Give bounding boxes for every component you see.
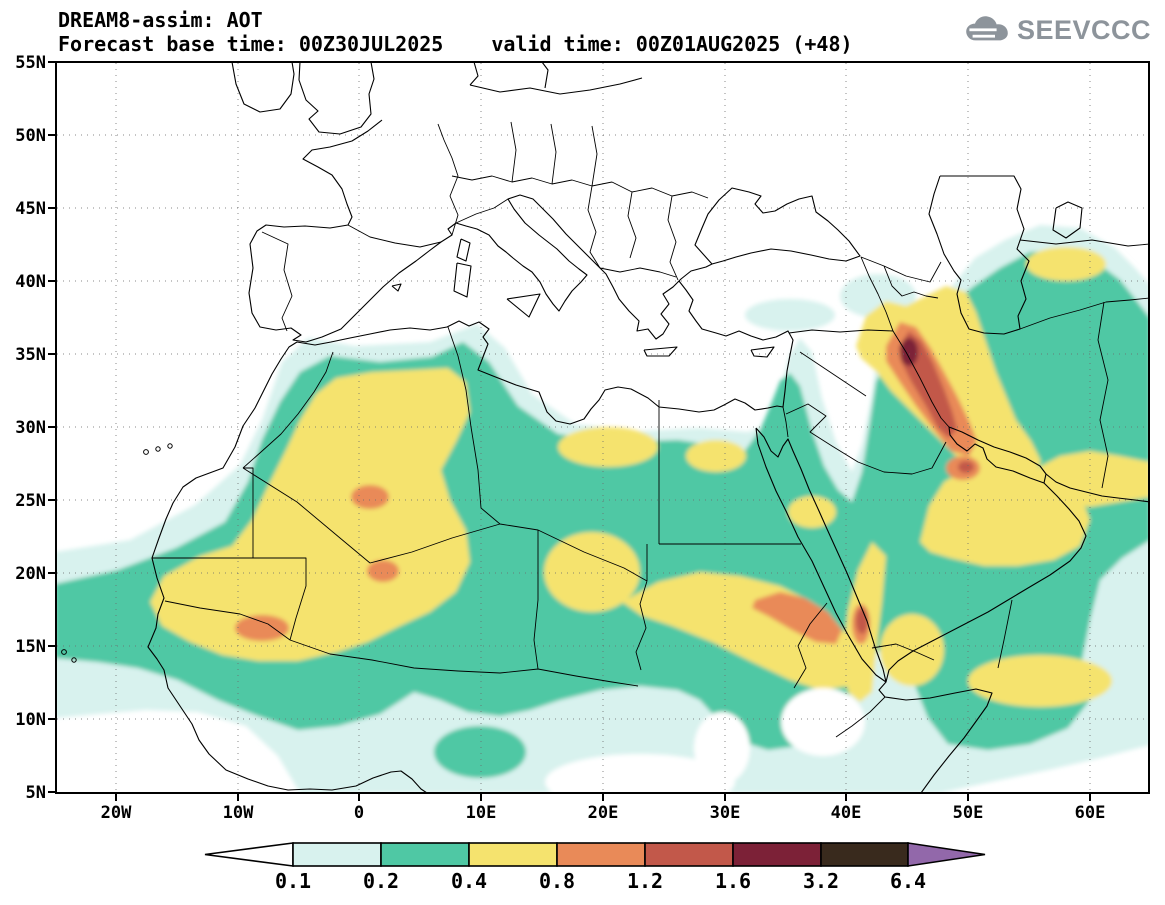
lon-tick-marks bbox=[115, 793, 1091, 801]
lat-label: 40N bbox=[15, 272, 46, 292]
colorbar-label: 0.1 bbox=[275, 869, 311, 893]
colorbar-label: 6.4 bbox=[890, 869, 926, 893]
aot-band-12-16-saudi bbox=[958, 461, 974, 473]
lat-label: 25N bbox=[15, 491, 46, 511]
colorbar-seg-04-08 bbox=[468, 842, 558, 867]
aot-band-01-02-turkey bbox=[745, 299, 835, 331]
valid-time-label: valid time: 00Z01AUG2025 (+48) bbox=[491, 32, 853, 56]
lat-label: 20N bbox=[15, 564, 46, 584]
colorbar-arrow-below bbox=[204, 842, 294, 867]
coastlines bbox=[147, 62, 1149, 793]
aot-band-04-08-sudan-coast bbox=[788, 496, 836, 528]
lat-label: 55N bbox=[15, 53, 46, 73]
aot-band-04-08-chad bbox=[544, 532, 640, 612]
small-islands bbox=[61, 443, 173, 663]
colorbar-label: 3.2 bbox=[803, 869, 839, 893]
lat-label: 5N bbox=[26, 783, 46, 803]
lon-label: 10W bbox=[223, 803, 254, 823]
islands bbox=[391, 238, 775, 358]
colorbar-label: 0.4 bbox=[451, 869, 487, 893]
logo-text: SEEVCCC bbox=[1016, 14, 1151, 45]
cloud-icon bbox=[966, 16, 1008, 41]
colorbar-seg-16-32 bbox=[732, 842, 822, 867]
aot-band-02-04-guinea bbox=[434, 726, 526, 778]
aot-clear-ethiopia bbox=[781, 688, 865, 756]
lat-tick-marks bbox=[48, 61, 56, 793]
lon-label: 60E bbox=[1075, 803, 1106, 823]
aot-band-08-12-mali bbox=[235, 615, 289, 641]
borders-africa bbox=[152, 326, 886, 738]
colorbar-label: 0.2 bbox=[363, 869, 399, 893]
aot-field bbox=[56, 225, 1149, 793]
seevccc-logo: SEEVCCC bbox=[964, 14, 1151, 46]
aot-band-16-32-iraq-core bbox=[900, 338, 918, 366]
aot-band-08-12-algeria-south bbox=[367, 560, 399, 582]
colorbar-seg-32-64 bbox=[820, 842, 909, 867]
colorbar bbox=[204, 842, 986, 867]
lat-label: 50N bbox=[15, 126, 46, 146]
lon-label: 0 bbox=[354, 803, 364, 823]
aot-band-08-12-sudan bbox=[752, 592, 842, 644]
lon-label: 30E bbox=[710, 803, 741, 823]
page-title: DREAM8-assim: AOT bbox=[58, 8, 263, 32]
colorbar-arrow-above bbox=[907, 842, 986, 867]
borders-europe bbox=[261, 121, 709, 332]
lat-label: 10N bbox=[15, 710, 46, 730]
aot-band-04-08-west-sahara bbox=[150, 368, 470, 661]
subtitle: Forecast base time: 00Z30JUL2025 valid ti… bbox=[58, 32, 853, 56]
aot-band-04-08-caspian-east bbox=[1026, 247, 1106, 281]
lat-label: 30N bbox=[15, 418, 46, 438]
lat-label: 35N bbox=[15, 345, 46, 365]
lon-label: 20E bbox=[588, 803, 619, 823]
colorbar-seg-12-16 bbox=[644, 842, 734, 867]
colorbar-seg-02-04 bbox=[380, 842, 470, 867]
colorbar-seg-01-02 bbox=[292, 842, 382, 867]
aot-clear-sudd bbox=[694, 712, 750, 784]
aot-band-04-08-arabian-sea bbox=[968, 655, 1112, 707]
colorbar-label: 1.2 bbox=[627, 869, 663, 893]
lon-label: 10E bbox=[466, 803, 497, 823]
borders-middle-east bbox=[782, 239, 1149, 669]
aot-band-08-12-algeria-north bbox=[351, 485, 389, 509]
lon-label: 40E bbox=[831, 803, 862, 823]
colorbar-label: 0.8 bbox=[539, 869, 575, 893]
lon-label: 50E bbox=[953, 803, 984, 823]
aot-band-04-08-egypt bbox=[686, 440, 746, 472]
aot-band-04-08-libya bbox=[558, 427, 658, 467]
lat-label: 45N bbox=[15, 199, 46, 219]
lat-label: 15N bbox=[15, 637, 46, 657]
aot-band-04-08-iran-coast bbox=[1030, 451, 1149, 507]
aot-band-12-16-red-sea bbox=[856, 608, 868, 634]
colorbar-label: 1.6 bbox=[715, 869, 751, 893]
base-time-label: Forecast base time: 00Z30JUL2025 bbox=[58, 32, 444, 56]
lon-label: 20W bbox=[101, 803, 132, 823]
aot-clear-congo bbox=[545, 754, 735, 793]
colorbar-seg-08-12 bbox=[556, 842, 646, 867]
